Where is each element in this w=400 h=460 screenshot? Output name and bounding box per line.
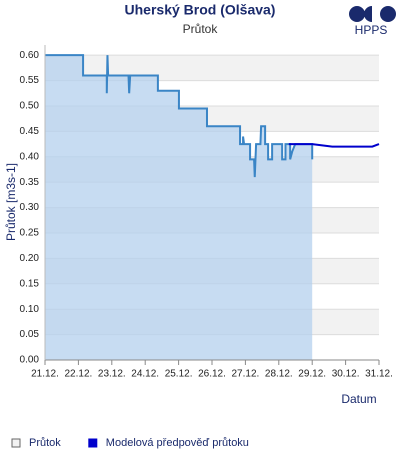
x-tick-label: 29.12. — [298, 369, 326, 380]
y-tick-label: 0.05 — [20, 329, 40, 340]
y-tick-label: 0.25 — [20, 228, 40, 239]
legend-label: Průtok — [29, 437, 61, 449]
x-tick-label: 24.12. — [131, 369, 159, 380]
logo-text: HPPS — [355, 23, 388, 37]
x-tick-label: 23.12. — [98, 369, 126, 380]
logo: HPPS — [349, 6, 396, 37]
y-tick-label: 0.60 — [20, 50, 40, 61]
y-axis-label: Průtok [m3s-1] — [4, 163, 18, 241]
x-tick-label: 30.12. — [332, 369, 360, 380]
line — [45, 54, 314, 178]
chart-subtitle: Průtok — [183, 22, 219, 36]
y-tick-label: 0.20 — [20, 253, 40, 264]
y-tick-label: 0.15 — [20, 278, 40, 289]
legend-swatch — [88, 438, 98, 448]
y-tick-label: 0.55 — [20, 75, 40, 86]
y-tick-label: 0.45 — [20, 126, 40, 137]
legend-swatch — [11, 438, 21, 448]
x-tick-label: 27.12. — [231, 369, 259, 380]
x-tick-label: 26.12. — [198, 369, 226, 380]
area — [45, 55, 313, 361]
x-tick-label: 28.12. — [265, 369, 293, 380]
chart-title: Uherský Brod (Olšava) — [125, 2, 276, 18]
legend-label: Modelová předpověď průtoku — [106, 437, 249, 449]
y-tick-label: 0.30 — [20, 202, 40, 213]
x-tick-label: 31.12. — [365, 369, 393, 380]
y-tick-label: 0.35 — [20, 177, 40, 188]
logo-dot — [380, 6, 396, 22]
x-tick-label: 21.12. — [31, 369, 59, 380]
logo-dot — [349, 6, 365, 22]
logo-half — [364, 6, 372, 22]
x-tick-label: 22.12. — [64, 369, 92, 380]
y-tick-label: 0.10 — [20, 304, 40, 315]
y-tick-label: 0.00 — [20, 355, 40, 366]
y-tick-label: 0.40 — [20, 151, 40, 162]
line — [288, 143, 380, 148]
y-tick-label: 0.50 — [20, 101, 40, 112]
x-axis-label: Datum — [341, 392, 376, 406]
x-tick-label: 25.12. — [165, 369, 193, 380]
